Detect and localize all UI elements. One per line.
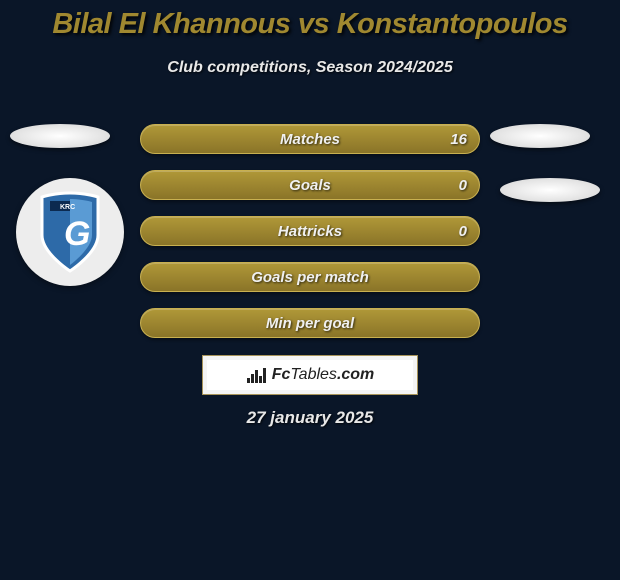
bars-icon [246,366,268,384]
stat-row-gpm: Goals per match [140,262,480,292]
stat-row-mpg: Min per goal [140,308,480,338]
stat-row-matches: Matches 16 [140,124,480,154]
stat-label: Goals per match [251,269,369,286]
dateline: 27 january 2025 [0,408,620,428]
page-title: Bilal El Khannous vs Konstantopoulos [0,0,620,41]
page-subtitle: Club competitions, Season 2024/2025 [0,59,620,77]
player-pill-right-1 [490,124,590,148]
stat-value: 16 [450,131,467,148]
svg-text:G: G [64,215,90,253]
stat-label: Hattricks [278,223,342,240]
brand-text: FcTables.com [272,366,375,384]
club-shield-icon: KRC G [34,191,106,273]
brand-logo[interactable]: FcTables.com [202,355,418,395]
stat-row-hattricks: Hattricks 0 [140,216,480,246]
brand-text-a: Fc [272,366,291,383]
stats-panel: Matches 16 Goals 0 Hattricks 0 Goals per… [140,124,480,354]
stat-row-goals: Goals 0 [140,170,480,200]
stat-value: 0 [459,177,467,194]
stat-label: Min per goal [266,315,354,332]
club-badge-left: KRC G [16,178,124,286]
brand-text-c: .com [337,366,374,383]
svg-text:KRC: KRC [60,204,75,211]
badge-circle: KRC G [16,178,124,286]
brand-text-b: Tables [290,366,337,383]
stat-value: 0 [459,223,467,240]
stat-label: Goals [289,177,331,194]
stat-label: Matches [280,131,340,148]
player-pill-left [10,124,110,148]
player-pill-right-2 [500,178,600,202]
